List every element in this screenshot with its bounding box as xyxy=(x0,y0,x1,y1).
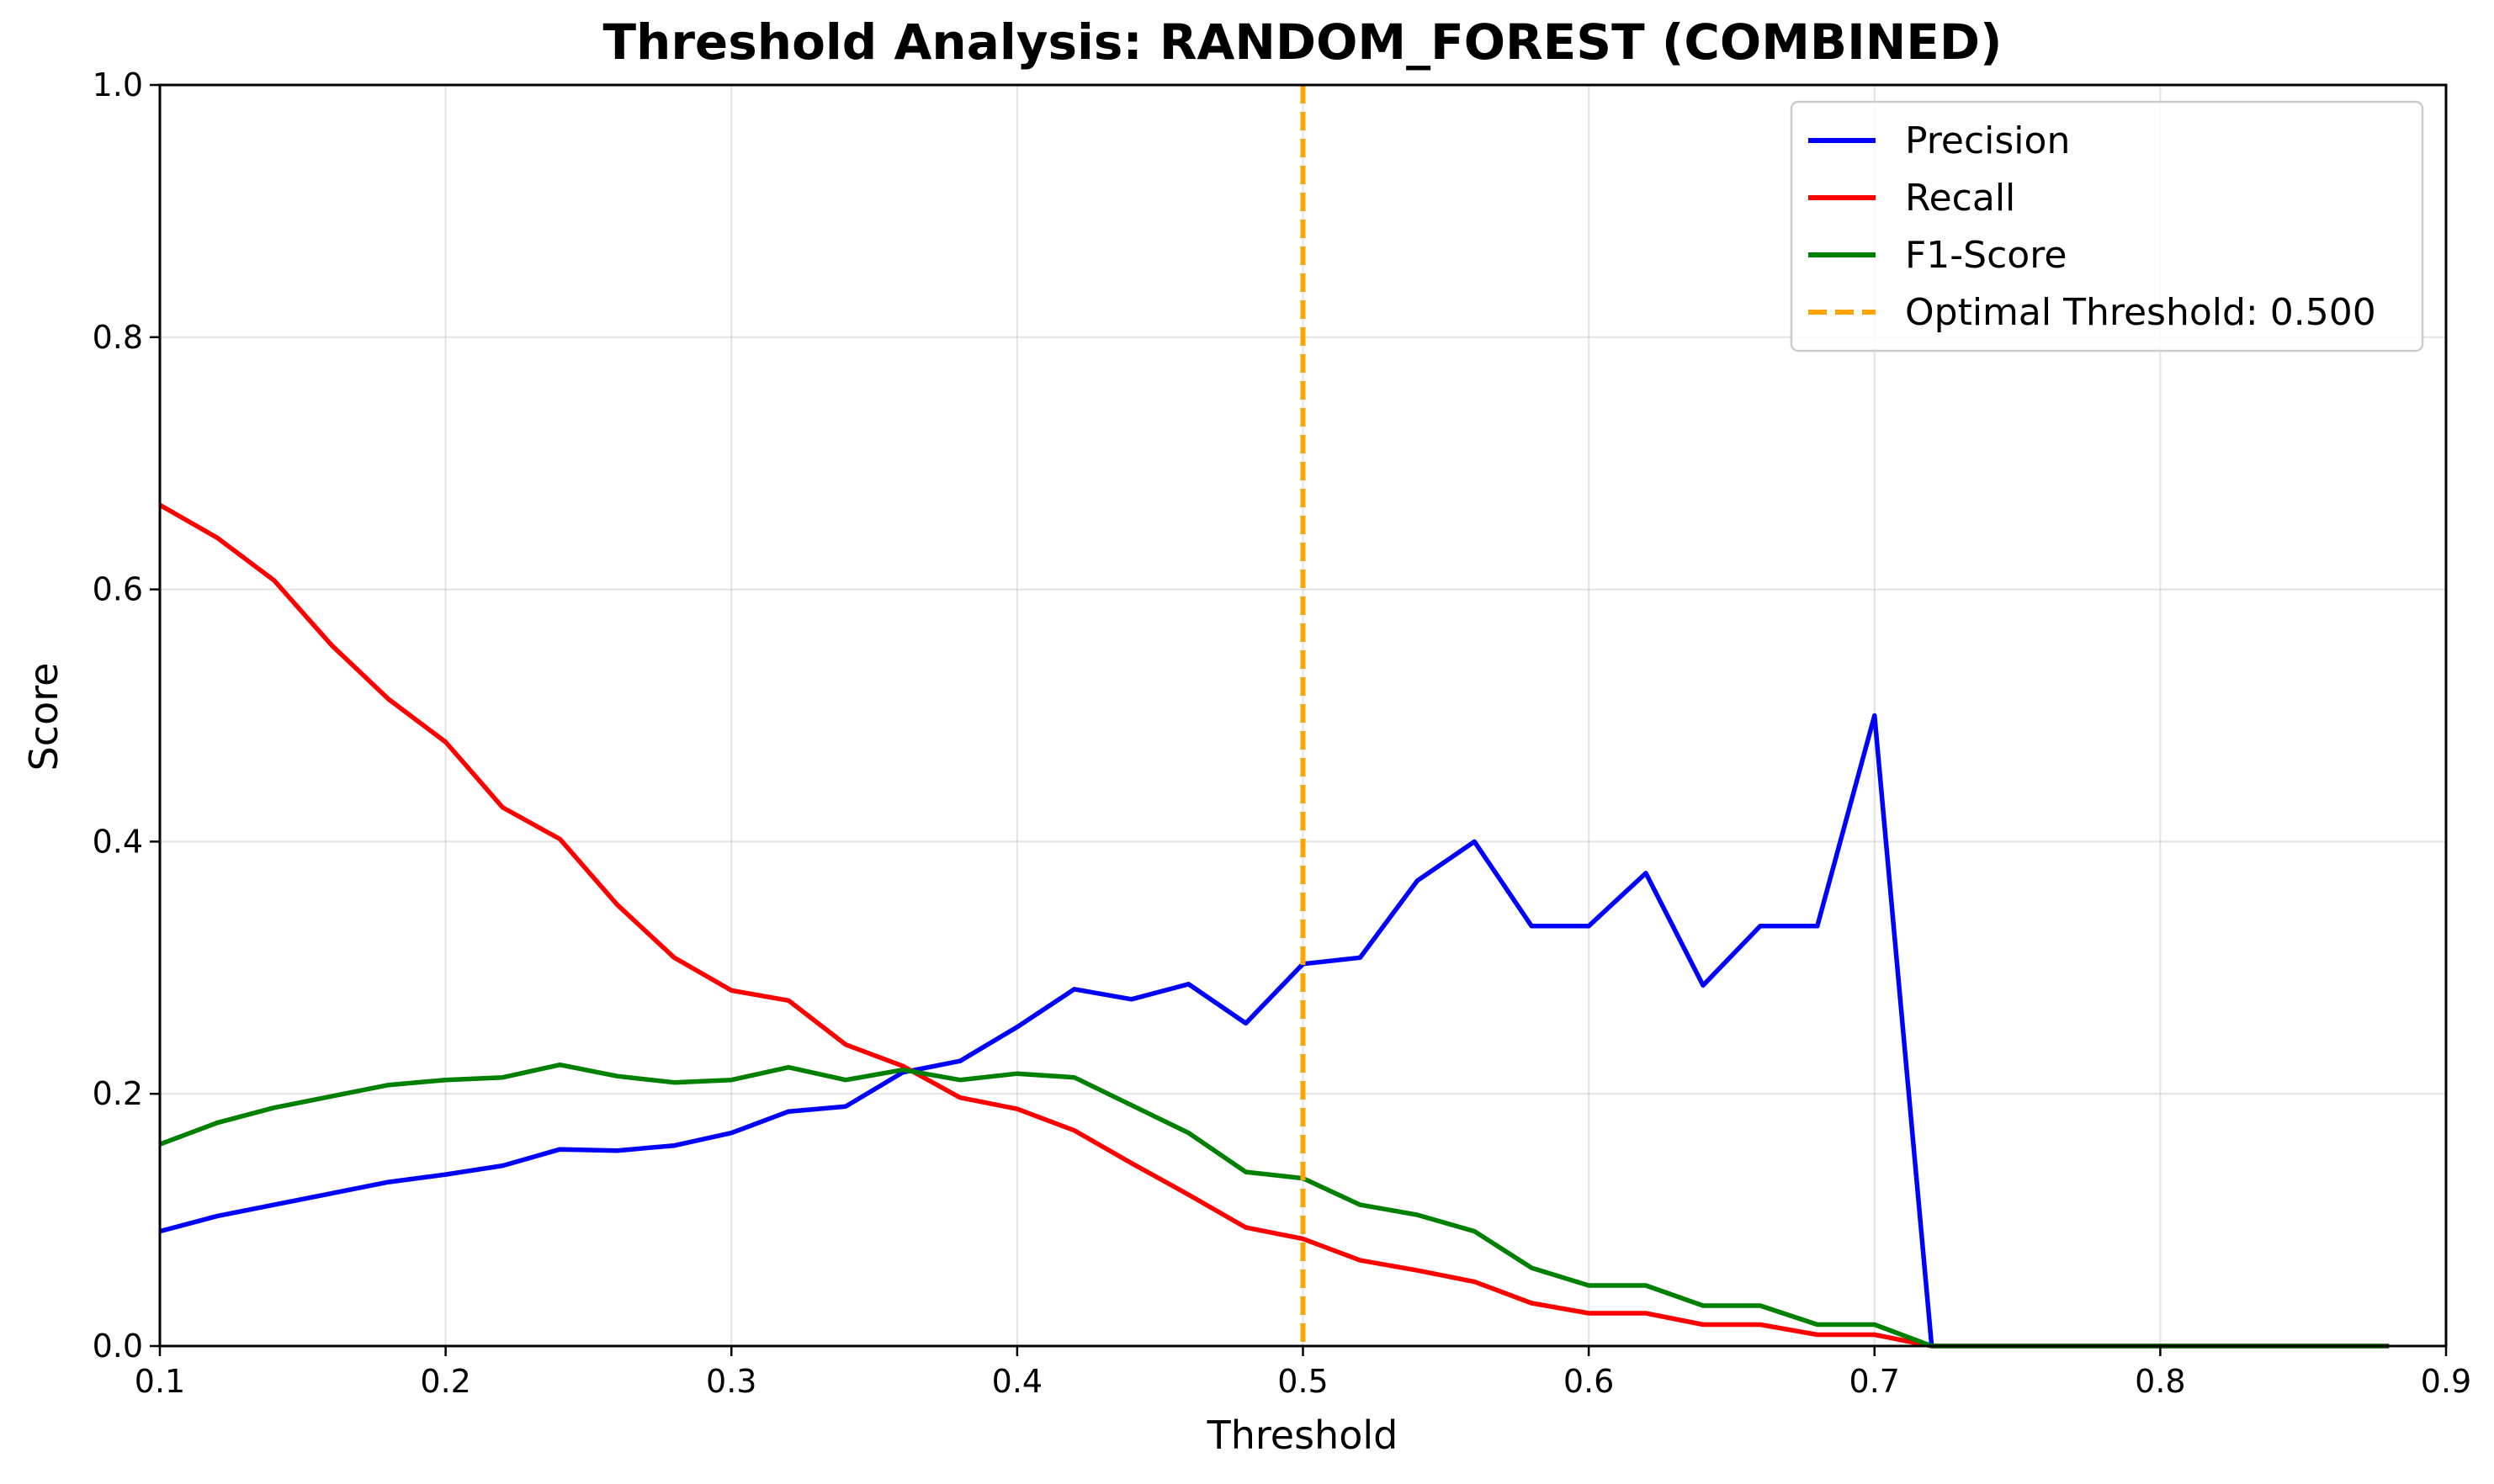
legend-item-recall[interactable]: Recall xyxy=(1808,177,2015,220)
x-tick-label: 0.2 xyxy=(420,1363,470,1400)
x-axis-label: Threshold xyxy=(1207,1412,1398,1458)
legend-label: F1-Score xyxy=(1905,234,2067,277)
y-tick-label: 0.0 xyxy=(93,1328,143,1365)
legend-box xyxy=(1790,100,2424,352)
y-tick-label: 1.0 xyxy=(93,66,143,103)
legend-label: Recall xyxy=(1905,177,2015,220)
legend-label: Optimal Threshold: 0.500 xyxy=(1905,291,2376,334)
x-tick-label: 0.6 xyxy=(1563,1363,1614,1400)
y-tick-label: 0.8 xyxy=(93,319,143,356)
y-tick-label: 0.6 xyxy=(93,571,143,608)
x-tick-label: 0.1 xyxy=(135,1363,185,1400)
x-tick-label: 0.9 xyxy=(2421,1363,2471,1400)
legend[interactable]: Precision Recall F1-Score Optimal Threshold… xyxy=(1790,100,2424,352)
x-tick-label: 0.8 xyxy=(2135,1363,2185,1400)
legend-item-precision[interactable]: Precision xyxy=(1808,119,2070,162)
x-tick-label: 0.5 xyxy=(1277,1363,1328,1400)
y-axis-label: Score xyxy=(21,663,66,771)
chart-title: Threshold Analysis: RANDOM_FOREST (COMBI… xyxy=(602,13,2002,71)
legend-item-optimal-threshold[interactable]: Optimal Threshold: 0.500 xyxy=(1808,291,2376,334)
legend-label: Precision xyxy=(1905,119,2070,162)
axis-ticks: 0.1 0.2 0.3 0.4 0.5 0.6 0.7 0.8 0.9 0.0 0.2 0.4 0.6 0… xyxy=(93,66,2472,1400)
x-tick-label: 0.4 xyxy=(992,1363,1043,1400)
y-tick-label: 0.2 xyxy=(93,1075,143,1112)
legend-item-f1-score[interactable]: F1-Score xyxy=(1808,234,2067,277)
y-tick-label: 0.4 xyxy=(93,823,143,860)
x-tick-label: 0.7 xyxy=(1849,1363,1900,1400)
x-tick-label: 0.3 xyxy=(706,1363,756,1400)
